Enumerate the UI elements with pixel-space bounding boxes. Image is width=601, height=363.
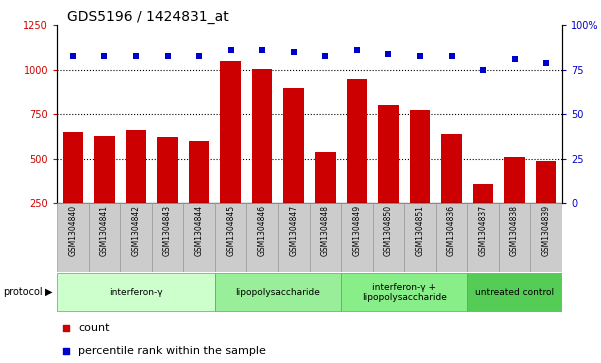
Text: lipopolysaccharide: lipopolysaccharide <box>236 288 320 297</box>
Point <box>289 49 299 55</box>
Text: protocol: protocol <box>3 287 43 297</box>
Bar <box>473 184 493 203</box>
Point <box>387 50 397 56</box>
Bar <box>347 79 367 203</box>
Text: GSM1304840: GSM1304840 <box>69 205 78 257</box>
Point <box>352 48 362 53</box>
Bar <box>441 134 462 203</box>
Point <box>163 53 172 58</box>
Bar <box>246 203 278 272</box>
Text: interferon-γ: interferon-γ <box>109 288 163 297</box>
Point <box>387 256 397 261</box>
Bar <box>94 136 115 203</box>
Bar <box>341 203 373 272</box>
Text: GSM1304845: GSM1304845 <box>226 205 235 257</box>
Bar <box>504 157 525 203</box>
Bar <box>468 203 499 272</box>
Bar <box>468 273 562 311</box>
Text: GSM1304851: GSM1304851 <box>415 205 424 256</box>
Text: GSM1304839: GSM1304839 <box>542 205 551 257</box>
Bar <box>315 152 335 203</box>
Bar <box>63 132 83 203</box>
Bar <box>151 203 183 272</box>
Bar <box>215 273 341 311</box>
Text: GSM1304842: GSM1304842 <box>132 205 141 256</box>
Bar <box>252 69 272 203</box>
Text: GDS5196 / 1424831_at: GDS5196 / 1424831_at <box>67 11 229 24</box>
Text: GSM1304850: GSM1304850 <box>384 205 393 257</box>
Point <box>257 48 267 53</box>
Text: GSM1304848: GSM1304848 <box>321 205 330 256</box>
Bar <box>378 105 398 203</box>
Bar <box>221 61 241 203</box>
Text: untreated control: untreated control <box>475 288 554 297</box>
Bar <box>183 203 215 272</box>
Point <box>131 53 141 58</box>
Bar <box>215 203 246 272</box>
Point <box>510 56 519 62</box>
Text: GSM1304838: GSM1304838 <box>510 205 519 256</box>
Text: interferon-γ +
lipopolysaccharide: interferon-γ + lipopolysaccharide <box>362 282 447 302</box>
Point <box>542 60 551 66</box>
Bar <box>536 160 557 203</box>
Bar <box>310 203 341 272</box>
Point <box>194 53 204 58</box>
Text: GSM1304846: GSM1304846 <box>258 205 267 257</box>
Bar <box>436 203 468 272</box>
Bar <box>373 203 404 272</box>
Text: GSM1304843: GSM1304843 <box>163 205 172 257</box>
Point <box>478 67 488 73</box>
Bar <box>410 110 430 203</box>
Point <box>320 53 330 58</box>
Bar <box>89 203 120 272</box>
Text: percentile rank within the sample: percentile rank within the sample <box>78 346 266 356</box>
Bar <box>499 203 531 272</box>
Point <box>68 53 78 58</box>
Text: GSM1304841: GSM1304841 <box>100 205 109 256</box>
Text: GSM1304836: GSM1304836 <box>447 205 456 257</box>
Bar <box>157 138 178 203</box>
Bar <box>57 273 215 311</box>
Bar <box>126 130 146 203</box>
Point <box>447 53 456 58</box>
Bar <box>284 88 304 203</box>
Point <box>100 53 109 58</box>
Point <box>383 51 393 57</box>
Text: GSM1304849: GSM1304849 <box>352 205 361 257</box>
Text: ▶: ▶ <box>44 287 52 297</box>
Text: GSM1304844: GSM1304844 <box>195 205 204 257</box>
Text: GSM1304847: GSM1304847 <box>289 205 298 257</box>
Text: GSM1304837: GSM1304837 <box>478 205 487 257</box>
Bar <box>341 273 468 311</box>
Point <box>226 48 236 53</box>
Bar <box>531 203 562 272</box>
Bar <box>278 203 310 272</box>
Bar <box>57 203 89 272</box>
Bar <box>120 203 151 272</box>
Bar <box>189 141 209 203</box>
Point <box>415 53 425 58</box>
Text: count: count <box>78 323 110 333</box>
Bar <box>404 203 436 272</box>
